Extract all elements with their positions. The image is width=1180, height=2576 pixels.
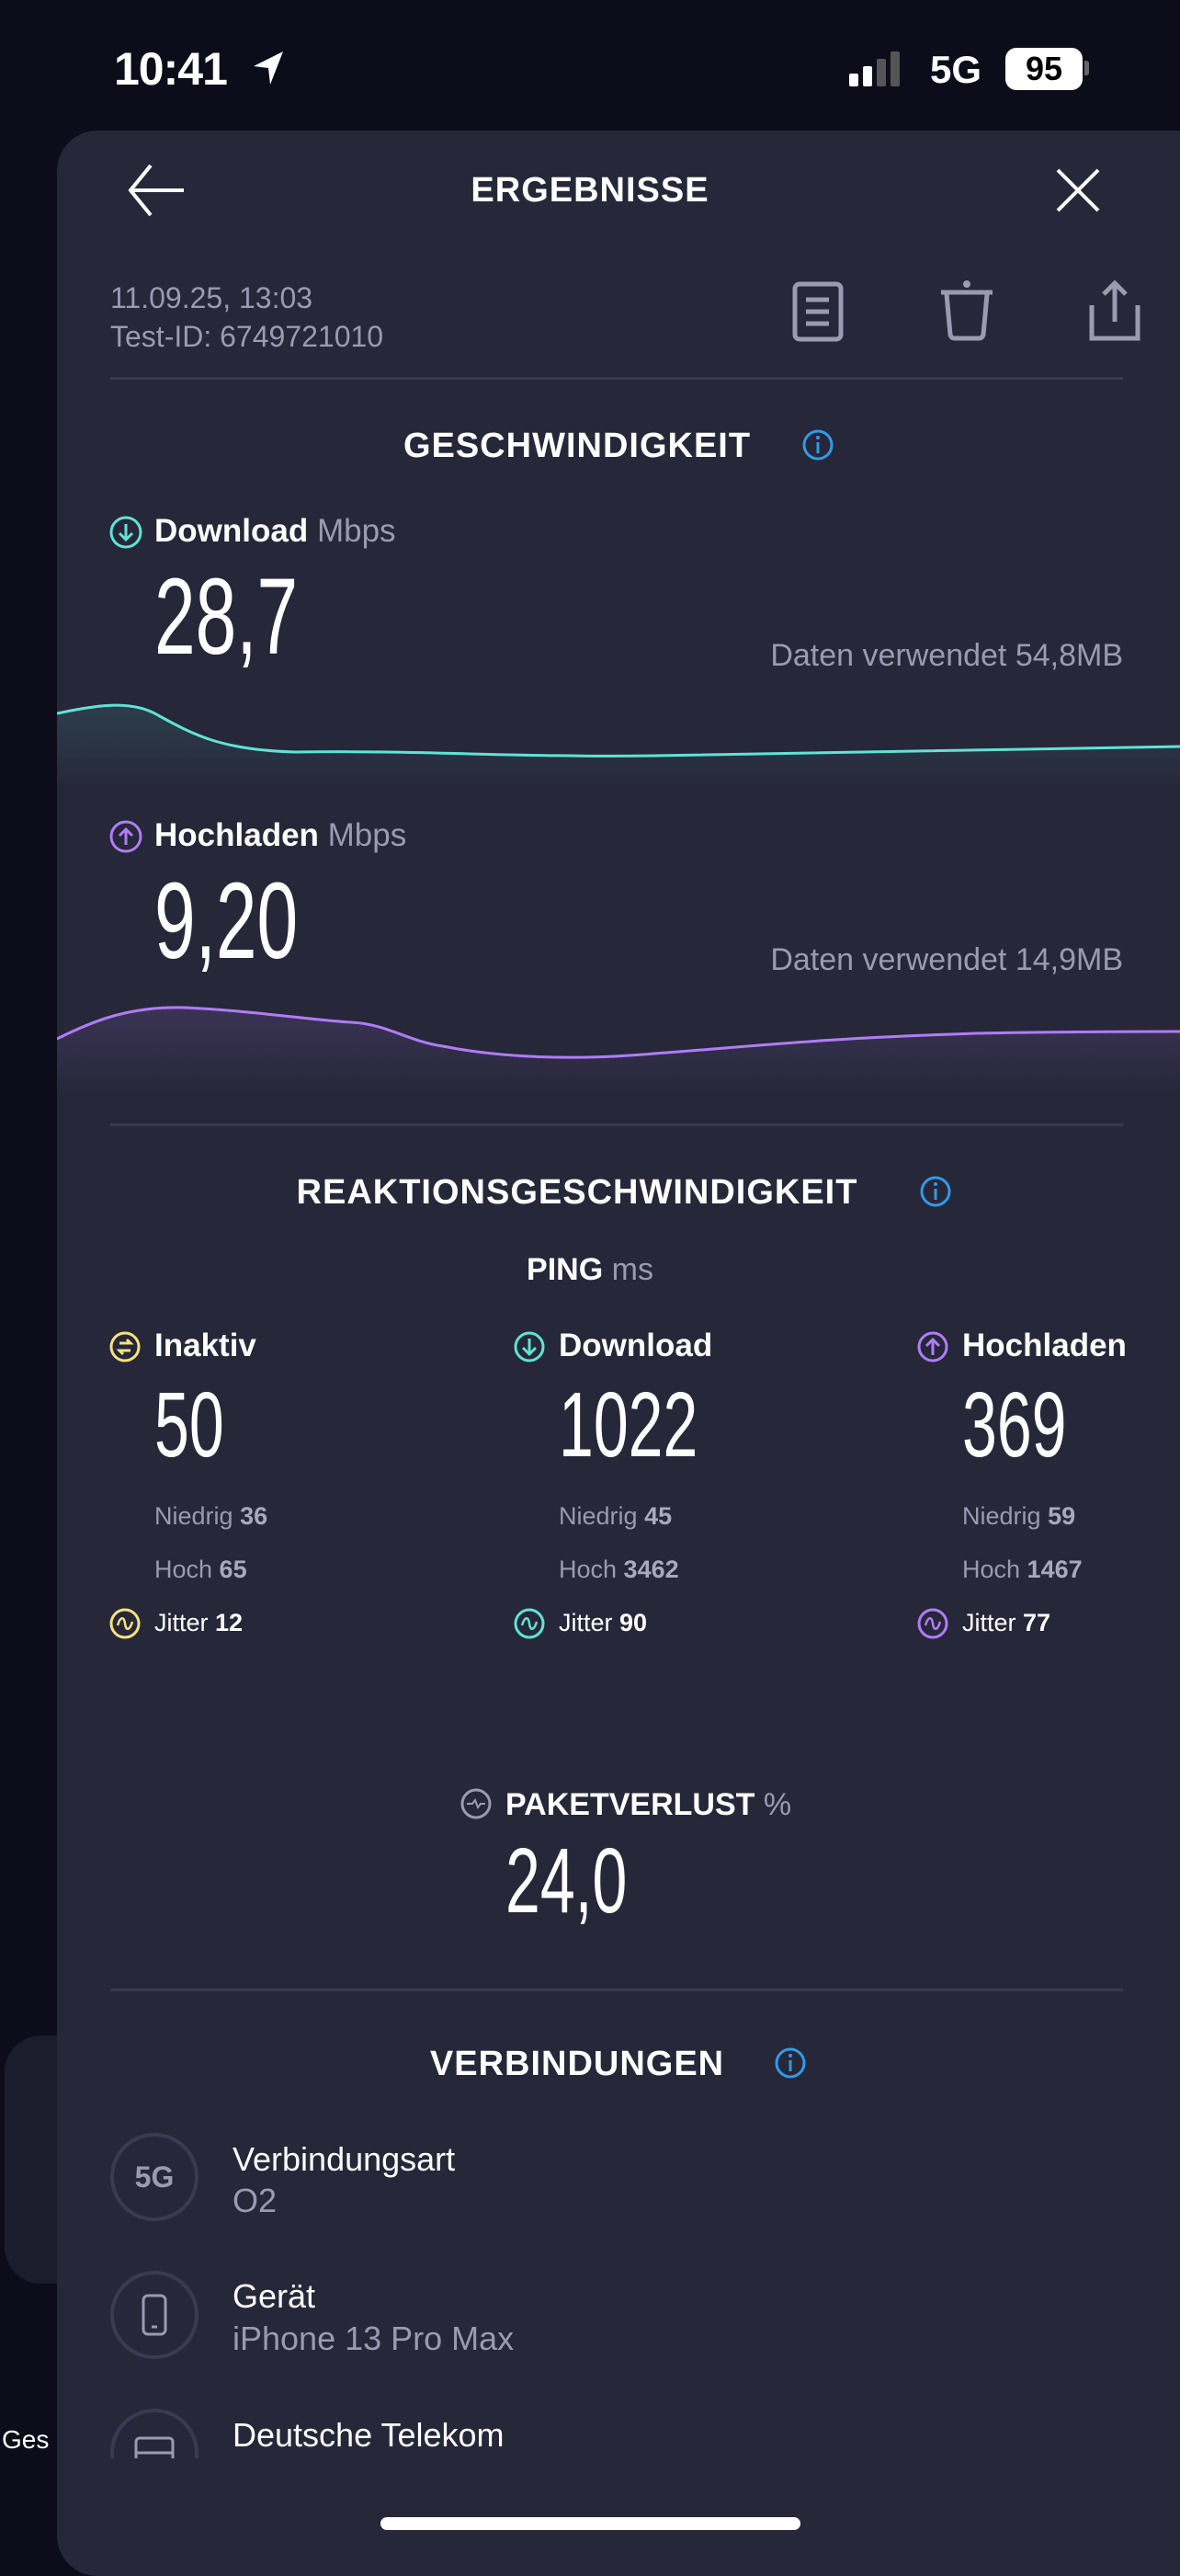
- battery-tip: [1084, 61, 1089, 75]
- status-time: 10:41: [114, 43, 228, 95]
- jitter-icon: [514, 1608, 545, 1639]
- upload-graph: [57, 1006, 1180, 1094]
- upload-value: 9,20: [154, 861, 299, 982]
- device-label: Gerät: [233, 2277, 316, 2315]
- jitter: Jitter 90: [559, 1609, 647, 1637]
- high-label: Hoch: [154, 1556, 213, 1583]
- results-sheet: [57, 131, 1180, 2576]
- signal-icon: [849, 51, 900, 86]
- jitter-icon: [917, 1608, 948, 1639]
- ping-value: 1022: [559, 1373, 698, 1476]
- page-title: ERGEBNISSE: [471, 171, 709, 210]
- jitter-value: 12: [215, 1609, 244, 1636]
- test-id: Test-ID: 6749721010: [110, 320, 384, 353]
- jitter-label: Jitter: [154, 1609, 209, 1636]
- download-icon: [514, 1331, 545, 1362]
- jitter-label: Jitter: [559, 1609, 613, 1636]
- high-value: 65: [219, 1556, 247, 1583]
- connection-type-value: O2: [233, 2182, 278, 2219]
- connections-title: VERBINDUNGEN: [429, 2045, 725, 2083]
- high-label: Hoch: [962, 1556, 1021, 1583]
- download-unit: Mbps: [316, 513, 396, 549]
- packet-loss-unit: %: [763, 1787, 792, 1822]
- test-date: 11.09.25, 13:03: [110, 281, 313, 314]
- packet-loss-value: 24,0: [505, 1829, 628, 1932]
- device-value: iPhone 13 Pro Max: [233, 2320, 515, 2357]
- speed-title: GESCHWINDIGKEIT: [403, 427, 752, 465]
- packet-loss-label: PAKETVERLUST %: [505, 1787, 791, 1823]
- 5g-icon: 5G: [110, 2133, 199, 2221]
- divider: [110, 377, 1123, 380]
- upload-icon: [917, 1331, 948, 1362]
- network-type: 5G: [930, 48, 982, 91]
- low-label: Niedrig: [154, 1502, 233, 1530]
- download-icon: [109, 516, 142, 549]
- idle-icon: [109, 1331, 141, 1362]
- low-label: Niedrig: [559, 1502, 638, 1530]
- ping-low: Niedrig 59: [962, 1502, 1075, 1531]
- info-icon[interactable]: [774, 2046, 807, 2080]
- packet-loss-label-text: PAKETVERLUST: [505, 1787, 755, 1822]
- arrow-left-icon[interactable]: [127, 164, 187, 217]
- jitter-label: Jitter: [962, 1609, 1016, 1636]
- connection-type-label: Verbindungsart: [233, 2140, 456, 2178]
- download-label: Download Mbps: [154, 513, 396, 550]
- close-icon[interactable]: [1055, 167, 1101, 213]
- divider: [110, 1989, 1123, 1991]
- jitter-value: 90: [619, 1609, 648, 1636]
- jitter: Jitter 12: [154, 1609, 243, 1637]
- phone-icon: [110, 2271, 199, 2359]
- ping-column-label: Download: [559, 1328, 713, 1363]
- server-icon-clip: [110, 2409, 202, 2458]
- latency-title: REAKTIONSGESCHWINDIGKEIT: [296, 1173, 858, 1212]
- high-label: Hoch: [559, 1556, 618, 1583]
- ping-heading: PING ms: [0, 1252, 1180, 1288]
- ping-value: 50: [154, 1373, 224, 1476]
- download-data-used: Daten verwendet 54,8MB: [770, 638, 1123, 673]
- ping-column-label: Inaktiv: [154, 1328, 256, 1363]
- low-value: 36: [240, 1502, 268, 1530]
- packet-loss-icon: [460, 1788, 492, 1819]
- download-value: 28,7: [154, 556, 299, 678]
- download-label-text: Download: [154, 513, 309, 549]
- download-graph: [57, 703, 1180, 791]
- ping-high: Hoch 65: [154, 1556, 247, 1584]
- upload-label: Hochladen Mbps: [154, 817, 406, 854]
- ping-value: 369: [962, 1373, 1067, 1476]
- low-label: Niedrig: [962, 1502, 1041, 1530]
- jitter-icon: [109, 1608, 141, 1639]
- battery-icon: 95: [1005, 48, 1083, 90]
- ping-low: Niedrig 36: [154, 1502, 267, 1531]
- high-value: 1467: [1027, 1556, 1083, 1583]
- upload-icon: [109, 820, 142, 853]
- upload-label-text: Hochladen: [154, 817, 319, 853]
- divider: [110, 1123, 1123, 1126]
- upload-unit: Mbps: [327, 817, 407, 853]
- server-icon: [110, 2409, 199, 2458]
- high-value: 3462: [623, 1556, 679, 1583]
- share-icon[interactable]: [1088, 279, 1141, 342]
- info-icon[interactable]: [919, 1175, 952, 1208]
- low-value: 59: [1048, 1502, 1076, 1530]
- trash-icon[interactable]: [939, 279, 994, 342]
- ping-low: Niedrig 45: [559, 1502, 672, 1531]
- background-text: Ges: [2, 2425, 50, 2454]
- home-indicator[interactable]: [380, 2517, 800, 2530]
- ping-high: Hoch 1467: [962, 1556, 1083, 1584]
- low-value: 45: [644, 1502, 673, 1530]
- ping-high: Hoch 3462: [559, 1556, 679, 1584]
- upload-data-used: Daten verwendet 14,9MB: [770, 942, 1123, 977]
- document-icon[interactable]: [792, 281, 845, 342]
- location-arrow-icon: [254, 51, 283, 85]
- info-icon[interactable]: [801, 428, 834, 462]
- ping-label: PING: [527, 1252, 604, 1287]
- ping-column-label: Hochladen: [962, 1328, 1127, 1363]
- provider-label: Deutsche Telekom: [233, 2416, 505, 2454]
- jitter: Jitter 77: [962, 1609, 1050, 1637]
- ping-unit: ms: [611, 1252, 653, 1287]
- jitter-value: 77: [1023, 1609, 1051, 1636]
